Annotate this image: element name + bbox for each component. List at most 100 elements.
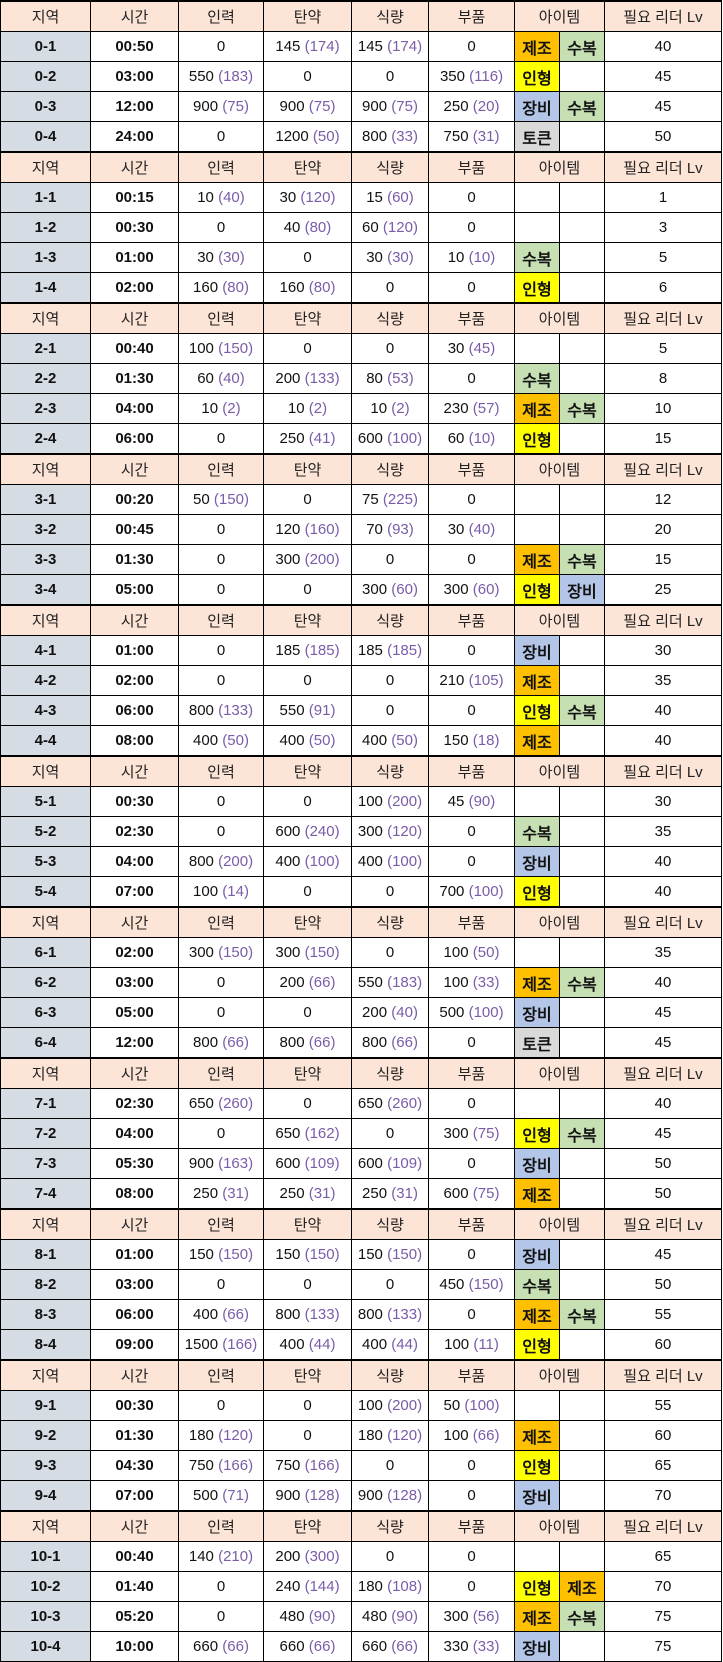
resource-amount: 0: [303, 249, 312, 266]
resource-per-hour: (44): [308, 1336, 336, 1353]
resource-amount: 0: [385, 702, 395, 719]
resource-per-hour: (66): [308, 1638, 336, 1655]
resource-per-hour: (40): [218, 370, 245, 387]
time-cell: 06:00: [90, 695, 179, 726]
time-cell: 02:00: [90, 937, 179, 968]
resource-amount: 0: [467, 38, 476, 55]
time-cell: 04:00: [90, 1118, 179, 1149]
resource-amount: 800: [362, 128, 388, 145]
column-header-level: 필요 리더 Lv: [604, 1208, 722, 1240]
resource-amount: 100: [357, 1397, 383, 1414]
time-cell: 01:30: [90, 544, 179, 575]
resource-per-hour: (80): [308, 279, 336, 296]
resource-per-hour: (200): [218, 853, 254, 870]
item-cell: [559, 333, 605, 364]
per-hour-value: 50: [317, 128, 335, 145]
per-hour-value: 100: [309, 853, 335, 870]
rations-cell: 0: [351, 665, 429, 696]
item-cell: [559, 1269, 605, 1300]
parts-cell: 100 (33): [428, 967, 515, 998]
resource-amount: 50: [193, 491, 210, 508]
resource-amount: 0: [467, 219, 476, 236]
resource-amount: 900: [362, 98, 388, 115]
per-hour-value: 133: [309, 370, 335, 387]
resource-amount: 0: [303, 68, 312, 85]
per-hour-value: 183: [392, 974, 418, 991]
parts-cell: 0: [428, 846, 515, 877]
column-header-level: 필요 리더 Lv: [604, 1057, 722, 1089]
ammo-cell: 0: [263, 997, 352, 1028]
resource-amount: 230: [443, 400, 469, 417]
table-row: 9-3 04:30 750 (166) 750 (166) 0 0 인형 65: [0, 1450, 722, 1481]
item-cell: [559, 665, 605, 696]
resource-amount: 0: [303, 1276, 312, 1293]
resource-per-hour: (66): [222, 1638, 249, 1655]
resource-per-hour: (183): [387, 974, 423, 991]
column-header-level: 필요 리더 Lv: [604, 453, 722, 485]
region-cell: 2-2: [0, 363, 91, 394]
resource-per-hour: (174): [387, 38, 423, 55]
resource-per-hour: (109): [304, 1155, 340, 1172]
resource-amount: 180: [357, 1578, 383, 1595]
column-header-time: 시간: [90, 302, 179, 334]
per-hour-value: 44: [313, 1336, 331, 1353]
item-cell: [559, 363, 605, 394]
item-cell: 제조: [514, 1299, 560, 1330]
item-cell: [514, 333, 560, 364]
column-header-ammo: 탄약: [263, 1057, 352, 1089]
resource-per-hour: (150): [218, 1246, 254, 1263]
rations-cell: 100 (200): [351, 1390, 429, 1421]
resource-per-hour: (50): [308, 732, 336, 749]
rations-cell: 200 (40): [351, 997, 429, 1028]
column-header-time: 시간: [90, 151, 179, 183]
parts-cell: 0: [428, 1239, 515, 1270]
table-row: 2-3 04:00 10 (2) 10 (2) 10 (2) 230 (57) 제조 수복 10: [0, 393, 722, 424]
resource-amount: 900: [275, 1487, 301, 1504]
time-cell: 05:30: [90, 1148, 179, 1179]
resource-per-hour: (2): [308, 400, 328, 417]
item-cell: [559, 212, 605, 243]
time-cell: 00:30: [90, 786, 179, 817]
item-cell: 인형: [514, 1118, 560, 1149]
table-row: 5-1 00:30 0 0 100 (200) 45 (90) 30: [0, 786, 722, 817]
resource-per-hour: (133): [304, 370, 340, 387]
resource-amount: 250: [193, 1185, 219, 1202]
column-header-region: 지역: [0, 1057, 91, 1089]
parts-cell: 600 (75): [428, 1178, 515, 1210]
rations-cell: 800 (33): [351, 121, 429, 153]
resource-per-hour: (80): [304, 219, 332, 236]
resource-per-hour: (31): [472, 128, 500, 145]
table-row: 0-3 12:00 900 (75) 900 (75) 900 (75) 250 (20)…: [0, 91, 722, 122]
resource-per-hour: (33): [472, 1638, 500, 1655]
parts-cell: 10 (10): [428, 242, 515, 273]
rations-cell: 0: [351, 1541, 429, 1572]
level-cell: 3: [604, 212, 722, 243]
item-cell: [559, 635, 605, 666]
resource-per-hour: (108): [387, 1578, 423, 1595]
per-hour-value: 66: [313, 1638, 331, 1655]
rations-cell: 400 (100): [351, 846, 429, 877]
column-header-ammo: 탄약: [263, 0, 352, 32]
resource-per-hour: (10): [468, 430, 496, 447]
resource-per-hour: (120): [387, 823, 423, 840]
column-header-region: 지역: [0, 1510, 91, 1542]
parts-cell: 60 (10): [428, 423, 515, 455]
resource-amount: 400: [362, 1336, 388, 1353]
column-header-level: 필요 리더 Lv: [604, 151, 722, 183]
item-cell: 제조: [514, 967, 560, 998]
parts-cell: 0: [428, 635, 515, 666]
resource-amount: 250: [279, 430, 305, 447]
resource-per-hour: (185): [387, 642, 423, 659]
column-header-level: 필요 리더 Lv: [604, 302, 722, 334]
column-header-item: 아이템: [514, 1057, 605, 1089]
item-cell: [514, 1088, 560, 1119]
parts-cell: 210 (105): [428, 665, 515, 696]
resource-amount: 80: [366, 370, 383, 387]
ammo-cell: 0: [263, 1420, 352, 1451]
per-hour-value: 57: [477, 400, 495, 417]
resource-amount: 900: [193, 98, 219, 115]
manpower-cell: 650 (260): [178, 1088, 264, 1119]
column-header-ammo: 탄약: [263, 604, 352, 636]
item-cell: [559, 1088, 605, 1119]
resource-per-hour: (75): [472, 1185, 500, 1202]
